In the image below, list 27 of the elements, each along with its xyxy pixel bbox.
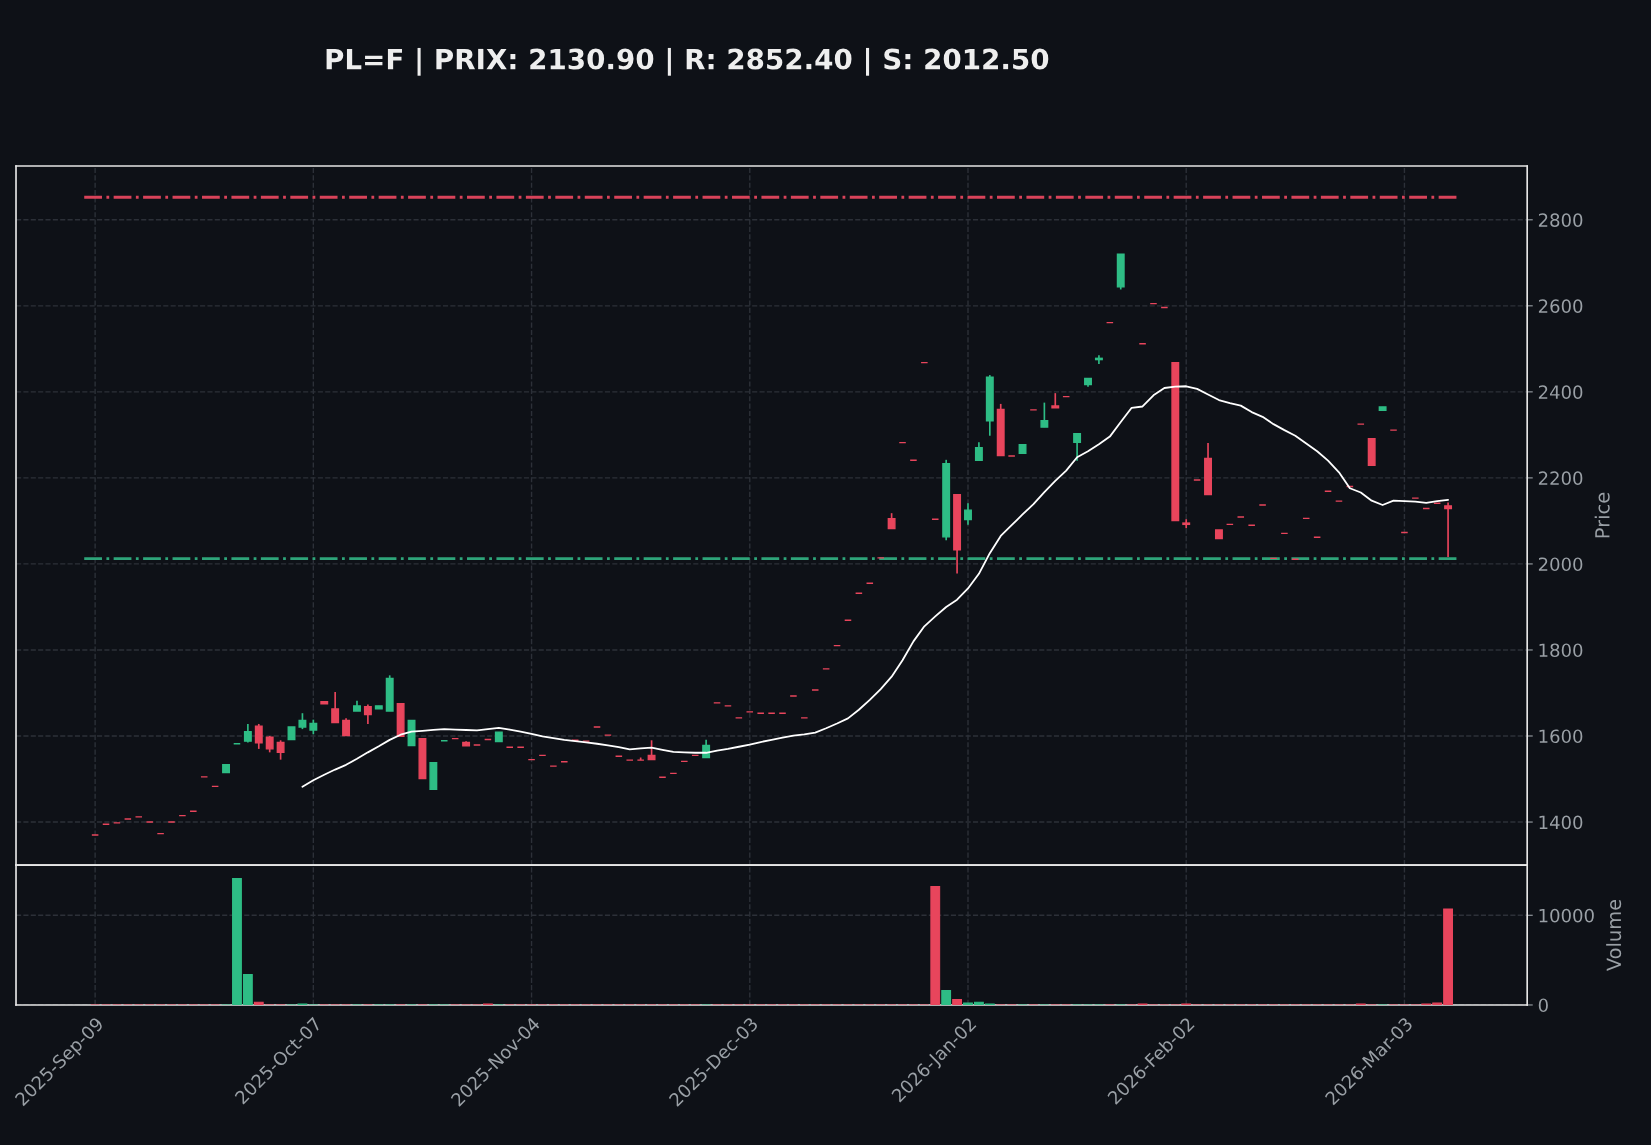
candlestick bbox=[647, 739, 656, 761]
chart-title: PL=F | PRIX: 2130.90 | R: 2852.40 | S: 2012.50 bbox=[326, 47, 1049, 76]
candlestick bbox=[1444, 501, 1453, 558]
y-tick-label: 0 bbox=[1538, 998, 1548, 1013]
bar bbox=[952, 999, 962, 1005]
y-axis-title: Price bbox=[1594, 492, 1610, 538]
y-tick-label: 1400 bbox=[1539, 815, 1583, 830]
y-tick-label: 2400 bbox=[1538, 385, 1583, 399]
candlestick bbox=[1051, 392, 1060, 409]
bar bbox=[941, 990, 952, 1005]
y-tick-label: 2600 bbox=[1538, 299, 1583, 313]
candlestick bbox=[363, 703, 372, 725]
y-axis-title: Volume bbox=[1606, 899, 1622, 972]
candlestick bbox=[276, 739, 285, 761]
candlestick bbox=[1040, 401, 1049, 428]
y-tick-label: 10000 bbox=[1539, 908, 1594, 923]
y-tick-label: 1600 bbox=[1539, 729, 1583, 744]
y-tick-label: 2200 bbox=[1538, 471, 1583, 486]
candlestick bbox=[964, 502, 972, 526]
candlestick bbox=[974, 441, 983, 462]
y-tick-label: 1800 bbox=[1539, 643, 1583, 658]
candlestick bbox=[254, 723, 263, 750]
candlestick bbox=[331, 691, 340, 724]
line-series bbox=[301, 385, 1449, 788]
y-tick-label: 2800 bbox=[1538, 213, 1583, 227]
candlestick bbox=[1073, 432, 1082, 462]
y-tick-label: 2000 bbox=[1538, 557, 1583, 572]
